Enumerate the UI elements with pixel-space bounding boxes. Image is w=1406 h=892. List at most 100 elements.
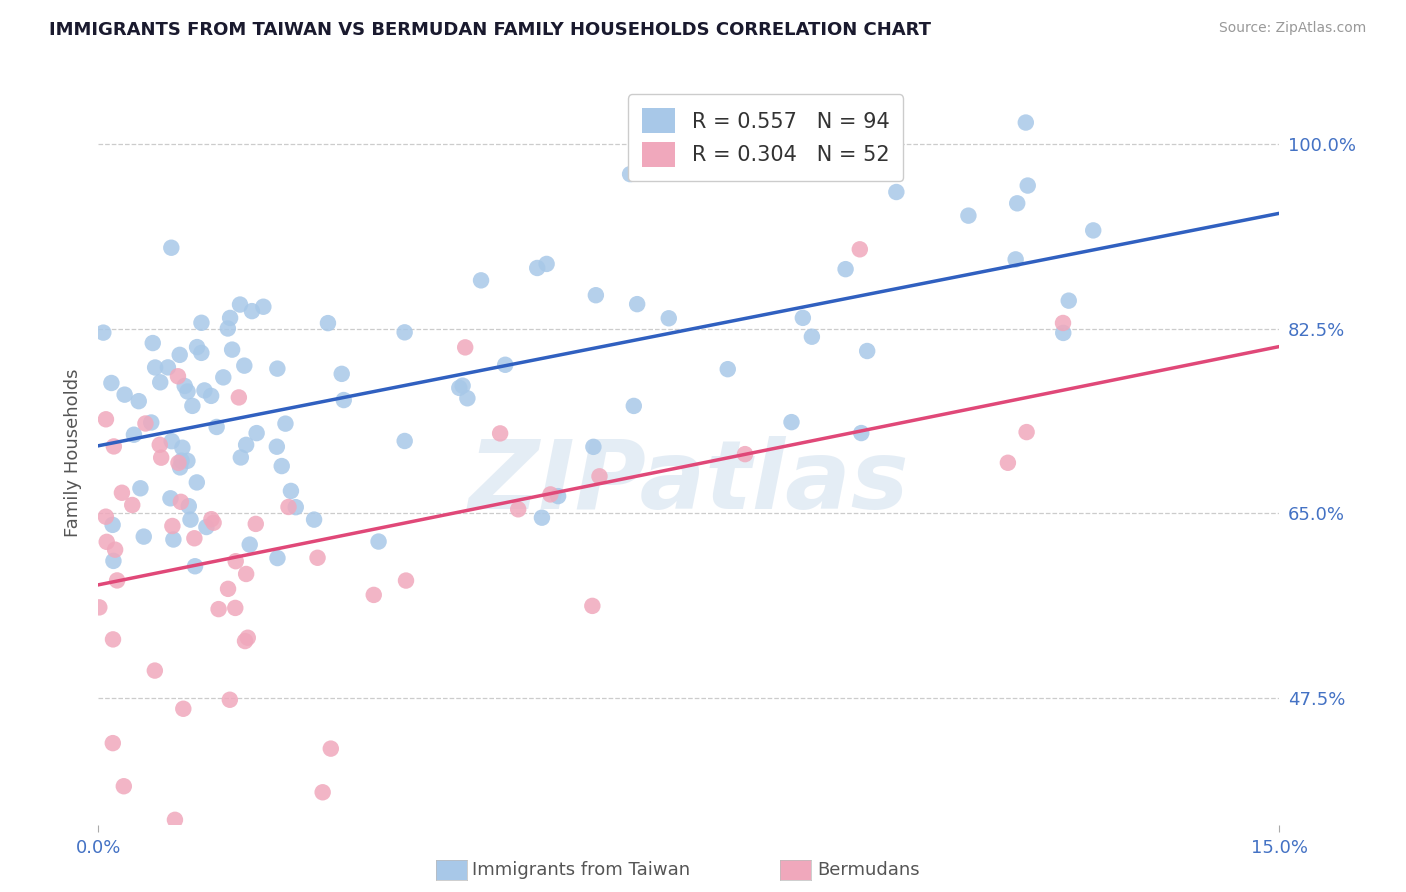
Point bbox=[160, 241, 183, 255]
Point bbox=[834, 262, 856, 277]
Y-axis label: Family Households: Family Households bbox=[65, 368, 83, 537]
Point bbox=[619, 167, 641, 181]
Point bbox=[547, 489, 569, 503]
Point bbox=[101, 736, 124, 750]
Point bbox=[212, 370, 235, 384]
Point bbox=[101, 517, 124, 532]
Point bbox=[266, 440, 288, 454]
Point bbox=[280, 483, 302, 498]
Point bbox=[319, 741, 342, 756]
Point bbox=[96, 534, 118, 549]
Point bbox=[150, 450, 173, 465]
Point bbox=[101, 632, 124, 647]
Point bbox=[114, 387, 136, 401]
Point bbox=[205, 420, 228, 434]
Point bbox=[221, 343, 243, 357]
Point bbox=[316, 316, 339, 330]
Point bbox=[229, 450, 252, 465]
Point bbox=[792, 310, 814, 325]
Point bbox=[143, 664, 166, 678]
Point bbox=[363, 588, 385, 602]
Point bbox=[395, 574, 418, 588]
Point bbox=[582, 440, 605, 454]
Point bbox=[195, 520, 218, 534]
Point bbox=[1015, 115, 1038, 129]
Point bbox=[104, 542, 127, 557]
Point bbox=[156, 360, 179, 375]
Point bbox=[526, 260, 548, 275]
Point bbox=[239, 538, 262, 552]
Point bbox=[536, 257, 558, 271]
Point bbox=[1004, 252, 1026, 267]
Point bbox=[160, 434, 183, 449]
Point bbox=[100, 376, 122, 390]
Point bbox=[172, 702, 194, 716]
Point bbox=[588, 469, 610, 483]
Point bbox=[181, 399, 204, 413]
Point bbox=[1017, 178, 1039, 193]
Point bbox=[190, 346, 212, 360]
Point bbox=[508, 502, 530, 516]
Point bbox=[170, 495, 193, 509]
Point bbox=[229, 297, 252, 311]
Point bbox=[167, 456, 190, 470]
Point bbox=[179, 513, 201, 527]
Point bbox=[122, 427, 145, 442]
Point bbox=[163, 813, 186, 827]
Point bbox=[169, 348, 191, 362]
Point bbox=[235, 566, 257, 581]
Point bbox=[162, 519, 184, 533]
Point bbox=[274, 417, 297, 431]
Point bbox=[200, 512, 222, 526]
Point bbox=[1057, 293, 1080, 308]
Point bbox=[225, 554, 247, 568]
Point bbox=[307, 550, 329, 565]
Point bbox=[585, 288, 607, 302]
Point bbox=[1005, 196, 1028, 211]
Point bbox=[103, 554, 125, 568]
Point bbox=[217, 582, 239, 596]
Point bbox=[217, 321, 239, 335]
Point bbox=[235, 438, 257, 452]
Point bbox=[103, 439, 125, 453]
Point bbox=[184, 559, 207, 574]
Point bbox=[302, 513, 325, 527]
Point bbox=[121, 498, 143, 512]
Point bbox=[94, 509, 117, 524]
Point bbox=[94, 412, 117, 426]
Point bbox=[494, 358, 516, 372]
Point bbox=[132, 530, 155, 544]
Point bbox=[581, 599, 603, 613]
Point bbox=[246, 426, 269, 441]
Point bbox=[134, 417, 156, 431]
Point bbox=[111, 485, 134, 500]
Point bbox=[451, 378, 474, 392]
Point bbox=[219, 310, 242, 325]
Point bbox=[394, 434, 416, 448]
Point bbox=[1052, 326, 1074, 340]
Point bbox=[1083, 223, 1105, 237]
Point bbox=[780, 415, 803, 429]
Point bbox=[470, 273, 492, 287]
Point bbox=[538, 487, 561, 501]
Point bbox=[129, 481, 152, 495]
Point bbox=[851, 425, 873, 440]
Point bbox=[658, 311, 681, 326]
Point bbox=[149, 438, 172, 452]
Point bbox=[394, 326, 416, 340]
Point bbox=[1015, 425, 1038, 439]
Point bbox=[277, 500, 299, 514]
Point bbox=[218, 692, 240, 706]
Point bbox=[200, 389, 222, 403]
Point bbox=[284, 500, 307, 515]
Point bbox=[193, 384, 215, 398]
Text: Source: ZipAtlas.com: Source: ZipAtlas.com bbox=[1219, 21, 1367, 35]
Legend: R = 0.557   N = 94, R = 0.304   N = 52: R = 0.557 N = 94, R = 0.304 N = 52 bbox=[628, 95, 903, 181]
Point bbox=[236, 631, 259, 645]
Point bbox=[233, 359, 256, 373]
Point bbox=[128, 394, 150, 409]
Point bbox=[190, 316, 212, 330]
Point bbox=[91, 326, 114, 340]
Point bbox=[367, 534, 389, 549]
Point bbox=[159, 491, 181, 506]
